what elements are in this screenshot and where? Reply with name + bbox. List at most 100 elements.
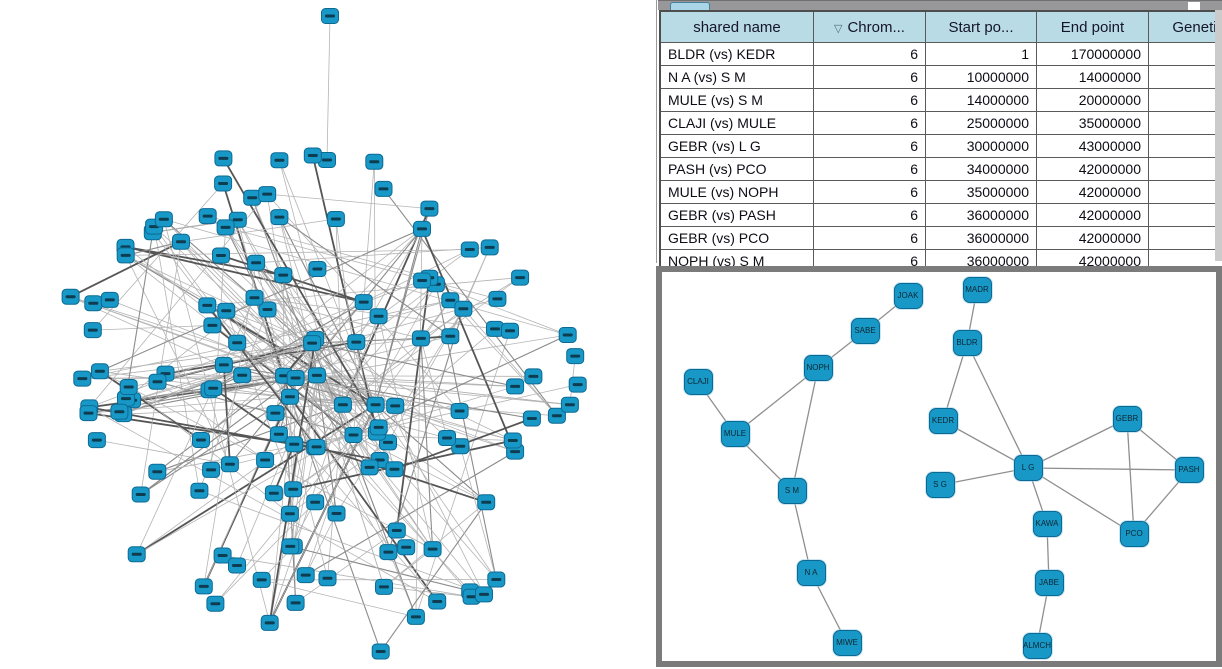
network-edge[interactable] [140, 377, 296, 495]
network-edge[interactable] [314, 375, 318, 448]
network-node[interactable] [511, 269, 530, 286]
network-node[interactable] [379, 544, 398, 561]
network-node[interactable] [438, 430, 456, 446]
network-node[interactable] [247, 254, 266, 271]
network-node-noph[interactable]: NOPH [803, 355, 833, 381]
filter-icon[interactable]: ▽ [834, 22, 843, 35]
table-cell[interactable]: 36000000 [925, 203, 1037, 227]
table-cell[interactable]: 10.5 [1148, 180, 1222, 204]
table-cell[interactable]: 6 [813, 111, 926, 135]
network-edge[interactable] [88, 193, 268, 408]
network-edge[interactable] [125, 255, 396, 407]
network-node[interactable] [260, 614, 279, 631]
table-row[interactable]: GEBR (vs) PCO636000000420000008.4 [659, 226, 1222, 250]
network-node[interactable] [306, 494, 325, 511]
network-edge-bldr-l-g[interactable] [966, 342, 1029, 469]
network-edge[interactable] [226, 310, 285, 376]
network-edge[interactable] [269, 377, 296, 623]
network-edge[interactable] [99, 370, 202, 441]
network-node[interactable] [321, 8, 339, 24]
table-cell[interactable]: 6 [813, 203, 926, 227]
network-node[interactable] [256, 452, 275, 468]
network-edge[interactable] [295, 377, 460, 412]
network-node-gebr[interactable]: GEBR [1112, 406, 1142, 432]
network-edge[interactable] [355, 341, 485, 595]
network-node[interactable] [281, 388, 299, 405]
network-edge[interactable] [295, 377, 570, 406]
network-edge[interactable] [268, 338, 317, 624]
network-node[interactable] [488, 290, 507, 307]
network-node[interactable] [61, 288, 80, 305]
table-cell[interactable]: 42000000 [1036, 203, 1149, 227]
network-edge[interactable] [261, 579, 416, 618]
network-node[interactable] [326, 211, 345, 227]
network-edge-noph-mule[interactable] [734, 367, 819, 435]
network-node[interactable] [522, 410, 541, 427]
network-edge[interactable] [82, 377, 296, 380]
network-node[interactable] [220, 456, 239, 473]
network-node[interactable] [198, 297, 217, 314]
network-edge[interactable] [157, 381, 266, 461]
network-edge[interactable] [70, 296, 318, 376]
network-node[interactable] [303, 147, 322, 164]
main-network-panel[interactable] [0, 0, 656, 669]
network-node[interactable] [347, 334, 366, 351]
table-cell[interactable]: GEBR (vs) PASH [659, 203, 814, 227]
network-node[interactable] [475, 586, 493, 603]
table-cell[interactable]: 8.9 [1148, 203, 1222, 227]
filtered-network-panel[interactable]: JOAK MADR SABE BLDR NOPH CLAJI KEDR GEBR MULE L G… [656, 266, 1222, 667]
network-edge[interactable] [256, 247, 490, 264]
network-node[interactable] [116, 247, 135, 264]
network-edge[interactable] [206, 304, 318, 448]
network-node[interactable] [369, 308, 388, 325]
network-node[interactable] [547, 407, 566, 424]
main-network-edges[interactable] [70, 15, 578, 652]
network-edge[interactable] [395, 277, 431, 531]
network-edge[interactable] [225, 227, 498, 300]
network-edge[interactable] [420, 338, 434, 550]
network-edge[interactable] [125, 255, 313, 344]
network-node[interactable] [307, 438, 326, 455]
network-edge[interactable] [311, 342, 516, 387]
main-network-canvas[interactable] [0, 0, 656, 669]
network-node[interactable] [280, 505, 299, 522]
table-cell[interactable]: MULE (vs) S M [659, 88, 814, 112]
network-edge[interactable] [293, 447, 316, 547]
network-edge[interactable] [254, 297, 421, 339]
network-node-kedr[interactable]: KEDR [928, 408, 958, 434]
network-node[interactable] [252, 571, 271, 588]
network-node[interactable] [503, 432, 522, 449]
table-cell[interactable]: 35000000 [925, 180, 1037, 204]
network-edge[interactable] [267, 193, 430, 209]
network-edge[interactable] [289, 396, 438, 603]
network-node[interactable] [568, 376, 587, 393]
network-node[interactable] [286, 370, 305, 386]
network-edge[interactable] [292, 427, 379, 490]
network-edge[interactable] [283, 375, 472, 598]
table-cell[interactable]: 42000000 [1036, 180, 1149, 204]
network-node[interactable] [428, 593, 447, 610]
table-scroll-gutter[interactable] [1215, 10, 1222, 261]
network-edge-s-m-n-a[interactable] [791, 490, 812, 574]
network-edge[interactable] [223, 299, 451, 366]
table-row[interactable]: GEBR (vs) PASH636000000420000008.9 [659, 203, 1222, 227]
network-node[interactable] [413, 220, 431, 237]
network-edge[interactable] [378, 316, 433, 550]
network-edge[interactable] [435, 283, 568, 336]
network-node[interactable] [451, 438, 470, 455]
network-node[interactable] [73, 370, 92, 387]
network-edge[interactable] [278, 375, 285, 435]
network-node[interactable] [214, 150, 233, 167]
network-edge[interactable] [125, 246, 364, 303]
network-node[interactable] [420, 200, 439, 217]
network-edge[interactable] [415, 228, 423, 617]
network-node-s-m[interactable]: S M [777, 478, 807, 504]
network-node[interactable] [460, 241, 479, 258]
network-edge[interactable] [156, 375, 285, 473]
network-node-almch[interactable]: ALMCH [1022, 633, 1052, 659]
network-edge[interactable] [279, 160, 376, 405]
network-edge-s-g-l-g[interactable] [939, 467, 1029, 486]
network-edge[interactable] [292, 432, 378, 490]
network-node[interactable] [266, 405, 285, 422]
network-node[interactable] [441, 292, 460, 309]
